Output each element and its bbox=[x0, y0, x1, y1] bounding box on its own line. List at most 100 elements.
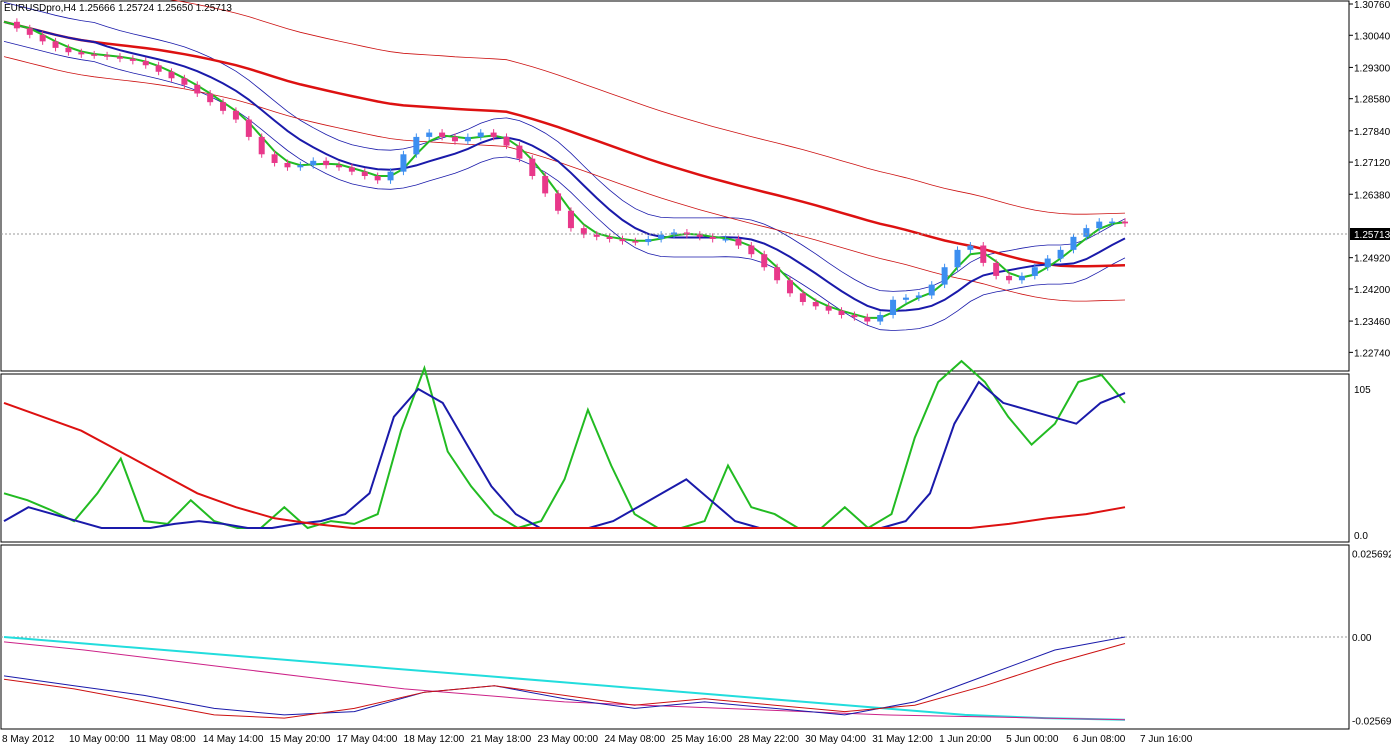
candle-body bbox=[761, 254, 768, 268]
candle-body bbox=[26, 28, 33, 35]
candle-body bbox=[65, 47, 72, 53]
candle-body bbox=[606, 236, 613, 239]
candle-body bbox=[632, 241, 639, 243]
chart-title: EURUSDpro,H4 1.25666 1.25724 1.25650 1.2… bbox=[4, 3, 232, 14]
candle-body bbox=[1057, 249, 1064, 259]
candle-body bbox=[993, 262, 1000, 276]
candle-body bbox=[39, 34, 46, 42]
macd-series-line bbox=[3, 643, 1126, 719]
price-tick-label: 1.23460 bbox=[1354, 317, 1391, 328]
candle-body bbox=[928, 284, 935, 296]
macd-tick-label: -0.025692 bbox=[1352, 716, 1391, 727]
price-tick-label: 1.27840 bbox=[1354, 127, 1391, 138]
oscillator-panel-frame bbox=[0, 373, 1350, 543]
candle-body bbox=[52, 41, 59, 48]
current-price-label: 1.25713 bbox=[1354, 230, 1391, 241]
time-tick-label: 15 May 20:00 bbox=[270, 734, 331, 745]
candle-body bbox=[825, 306, 832, 311]
price-tick-label: 1.28580 bbox=[1354, 95, 1391, 106]
candle-body bbox=[258, 136, 265, 155]
candle-body bbox=[580, 228, 587, 235]
time-tick-label: 17 May 04:00 bbox=[337, 734, 398, 745]
candle-body bbox=[1044, 258, 1051, 268]
candle-body bbox=[142, 60, 149, 66]
main-panel-frame bbox=[0, 0, 1350, 372]
candle-body bbox=[915, 295, 922, 298]
oscillator-tick-label: 105 bbox=[1354, 385, 1371, 396]
candle-body bbox=[735, 238, 742, 246]
candle-body bbox=[284, 162, 291, 168]
candle-body bbox=[91, 54, 98, 56]
candle-body bbox=[194, 84, 201, 94]
candle-body bbox=[207, 93, 214, 103]
candle-body bbox=[542, 176, 549, 194]
current-price-badge bbox=[1350, 228, 1390, 240]
candle-body bbox=[529, 158, 536, 177]
candle-body bbox=[477, 132, 484, 137]
candle-body bbox=[220, 102, 227, 111]
macd-tick-label: 0.00 bbox=[1352, 633, 1372, 644]
candle-body bbox=[336, 165, 343, 168]
price-tick-label: 1.30760 bbox=[1354, 0, 1391, 11]
candle-body bbox=[271, 154, 278, 163]
candle-body bbox=[722, 238, 729, 241]
candles bbox=[13, 18, 1128, 325]
time-tick-label: 7 Jun 16:00 bbox=[1140, 734, 1193, 745]
candle-body bbox=[78, 52, 85, 55]
time-tick-label: 10 May 00:00 bbox=[69, 734, 130, 745]
lower-envelope-line bbox=[3, 56, 1126, 302]
price-tick-label: 1.27120 bbox=[1354, 158, 1391, 169]
candle-body bbox=[902, 297, 909, 300]
candle-body bbox=[799, 293, 806, 302]
candle-body bbox=[129, 58, 136, 61]
candle-body bbox=[812, 301, 819, 307]
candle-body bbox=[774, 267, 781, 281]
oscillator-series-line bbox=[3, 401, 1126, 529]
candle-body bbox=[503, 136, 510, 146]
time-tick-label: 1 Jun 20:00 bbox=[939, 734, 992, 745]
fast-moving-average-line bbox=[3, 20, 1126, 319]
candle-body bbox=[1006, 275, 1013, 281]
candle-body bbox=[709, 236, 716, 239]
candle-body bbox=[451, 136, 458, 142]
time-tick-label: 11 May 08:00 bbox=[136, 734, 196, 745]
candle-body bbox=[593, 234, 600, 237]
candle-body bbox=[232, 110, 239, 120]
oscillator-tick-label: 0.0 bbox=[1354, 531, 1368, 542]
candle-body bbox=[696, 234, 703, 237]
candle-body bbox=[413, 136, 420, 155]
candle-body bbox=[155, 65, 162, 72]
time-tick-label: 8 May 2012 bbox=[2, 734, 55, 745]
candle-body bbox=[516, 145, 523, 159]
candle-body bbox=[1096, 221, 1103, 229]
price-tick-label: 1.24920 bbox=[1354, 254, 1391, 265]
time-tick-label: 23 May 00:00 bbox=[538, 734, 599, 745]
time-tick-label: 28 May 22:00 bbox=[738, 734, 799, 745]
candle-body bbox=[645, 238, 652, 243]
candle-body bbox=[786, 280, 793, 294]
time-tick-label: 5 Jun 00:00 bbox=[1006, 734, 1059, 745]
price-tick-label: 1.29300 bbox=[1354, 63, 1391, 74]
candle-body bbox=[864, 317, 871, 322]
candle-body bbox=[1122, 221, 1128, 224]
time-tick-label: 18 May 12:00 bbox=[404, 734, 465, 745]
price-tick-label: 1.26380 bbox=[1354, 190, 1391, 201]
macd-lines bbox=[1, 636, 1349, 721]
candle-body bbox=[851, 315, 858, 318]
candle-body bbox=[400, 154, 407, 172]
candle-body bbox=[1031, 267, 1038, 276]
candle-body bbox=[323, 160, 330, 166]
macd-series-line bbox=[3, 636, 1126, 721]
time-tick-label: 6 Jun 08:00 bbox=[1073, 734, 1126, 745]
candle-body bbox=[181, 78, 188, 85]
macd-series-line bbox=[3, 641, 1126, 721]
long-moving-average-line bbox=[3, 20, 1126, 268]
macd-series-line bbox=[3, 636, 1126, 716]
candle-body bbox=[838, 310, 845, 316]
candle-body bbox=[555, 193, 562, 211]
candle-body bbox=[890, 299, 897, 316]
candle-body bbox=[297, 165, 304, 168]
lower-band-line bbox=[3, 41, 1126, 331]
candle-body bbox=[361, 171, 368, 177]
